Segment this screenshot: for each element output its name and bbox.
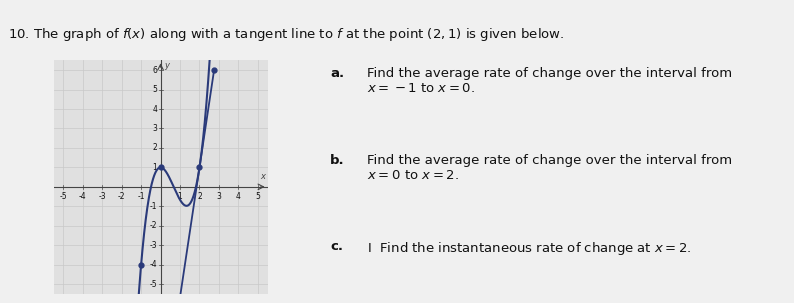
Text: Find the average rate of change over the interval from
$x = 0$ to $x = 2$.: Find the average rate of change over the…	[368, 154, 733, 182]
Text: -5: -5	[149, 280, 157, 289]
Text: 5: 5	[256, 192, 260, 201]
Text: 10. The graph of $f(x)$ along with a tangent line to $f$ at the point $(2, 1)$ i: 10. The graph of $f(x)$ along with a tan…	[8, 26, 565, 43]
Text: 2: 2	[197, 192, 202, 201]
Text: -3: -3	[149, 241, 157, 250]
Text: 5: 5	[152, 85, 157, 94]
Text: -2: -2	[118, 192, 125, 201]
Text: c.: c.	[330, 240, 343, 253]
Text: -1: -1	[137, 192, 145, 201]
Text: b.: b.	[330, 154, 345, 167]
Text: 1: 1	[178, 192, 183, 201]
Text: -5: -5	[60, 192, 67, 201]
Text: -2: -2	[149, 221, 157, 230]
Text: 4: 4	[236, 192, 241, 201]
Text: -4: -4	[79, 192, 87, 201]
Text: 4: 4	[152, 105, 157, 114]
Text: -4: -4	[149, 260, 157, 269]
Text: 2: 2	[152, 143, 157, 152]
Text: a.: a.	[330, 67, 345, 80]
Text: 6: 6	[152, 65, 157, 75]
Text: 1: 1	[152, 163, 157, 172]
Text: -1: -1	[149, 202, 157, 211]
Text: $x$: $x$	[260, 172, 268, 181]
Text: 3: 3	[152, 124, 157, 133]
Text: -3: -3	[98, 192, 106, 201]
Text: 3: 3	[217, 192, 222, 201]
Text: Ⅰ  Find the instantaneous rate of change at $x = 2$.: Ⅰ Find the instantaneous rate of change …	[368, 240, 692, 257]
Text: Find the average rate of change over the interval from
$x = -1$ to $x = 0$.: Find the average rate of change over the…	[368, 67, 733, 95]
Text: $y$: $y$	[164, 61, 172, 72]
